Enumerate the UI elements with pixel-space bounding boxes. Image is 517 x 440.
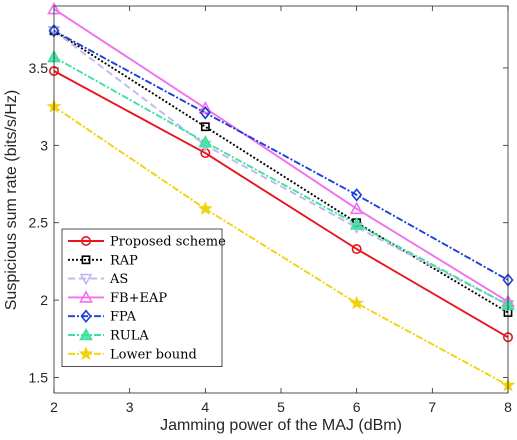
legend-marker-fb-eap (79, 290, 93, 303)
data-point-rula (349, 217, 364, 230)
series-line-rap (53, 29, 509, 314)
legend-label-fb-eap: FB+EAP (110, 291, 167, 306)
legend-label-rula: RULA (110, 329, 149, 344)
legend-marker-fpa (80, 309, 92, 323)
y-tick-label: 2.5 (29, 215, 49, 231)
legend-marker-rap (81, 255, 91, 265)
plot-frame (53, 5, 509, 394)
x-axis-label: Jamming power of the MAJ (dBm) (160, 417, 402, 434)
legend: Proposed scheme RAP AS FB+EAP FPA RULA Lower b… (61, 228, 226, 368)
y-axis-label: Suspicious sum rate (bits/s/Hz) (3, 90, 20, 311)
legend-label-proposed-scheme: Proposed scheme (110, 235, 226, 250)
y-tick-label: 1.5 (29, 370, 49, 386)
y-tick-label: 3 (40, 137, 48, 153)
data-point-proposed-scheme (351, 244, 362, 255)
legend-label-lower-bound: Lower bound (110, 347, 197, 362)
series-lines (53, 8, 509, 387)
series-line-proposed-scheme (53, 70, 509, 339)
x-tick-label: 8 (504, 399, 512, 415)
x-tick-label: 5 (277, 399, 285, 415)
x-tick-label: 7 (428, 399, 436, 415)
axes-ticks: 2 3 4 5 6 7 81.522.533.5 (29, 6, 512, 415)
legend-label-as: AS (109, 272, 128, 287)
legend-marker-rula (79, 327, 93, 341)
legend-marker-as (79, 273, 93, 286)
x-tick-label: 3 (126, 399, 134, 415)
series-line-fpa (53, 29, 509, 281)
legend-marker-lower-bound (78, 346, 94, 360)
data-point-fb-eap (198, 101, 213, 114)
series-line-as (53, 30, 509, 306)
x-tick-label: 2 (50, 399, 58, 415)
y-tick-label: 2 (40, 292, 48, 308)
legend-label-rap: RAP (110, 253, 138, 268)
data-point-fpa (351, 188, 363, 202)
legend-label-fpa: FPA (110, 310, 137, 325)
series-line-rula (53, 56, 509, 306)
data-point-lower-bound (349, 295, 364, 310)
x-tick-label: 6 (353, 399, 361, 415)
data-point-rap (200, 122, 210, 132)
y-tick-label: 3.5 (29, 60, 49, 76)
x-tick-label: 4 (201, 399, 209, 415)
series-line-fb-eap (53, 8, 509, 303)
data-point-fb-eap (349, 201, 364, 215)
data-point-lower-bound (198, 201, 213, 215)
series-line-lower-bound (53, 105, 509, 387)
legend-marker-proposed-scheme (81, 236, 92, 247)
data-point-fpa (199, 106, 211, 120)
data-point-rula (198, 135, 213, 148)
